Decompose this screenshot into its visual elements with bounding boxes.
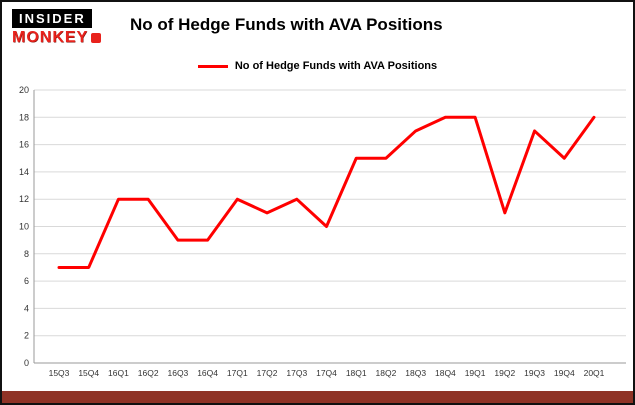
y-tick-label: 14	[19, 167, 29, 177]
x-tick-label: 17Q4	[316, 368, 337, 378]
y-tick-label: 6	[24, 276, 29, 286]
footer-bar	[2, 391, 633, 403]
chart-title: No of Hedge Funds with AVA Positions	[130, 15, 443, 34]
x-tick-label: 17Q1	[227, 368, 248, 378]
y-tick-label: 0	[24, 358, 29, 368]
x-tick-label: 19Q3	[524, 368, 545, 378]
x-tick-label: 18Q4	[435, 368, 456, 378]
y-tick-label: 18	[19, 112, 29, 122]
y-tick-label: 16	[19, 140, 29, 150]
x-tick-label: 16Q4	[197, 368, 218, 378]
insider-monkey-logo: INSIDER MONKEY	[12, 9, 112, 46]
x-tick-label: 17Q2	[257, 368, 278, 378]
x-tick-label: 16Q3	[167, 368, 188, 378]
y-tick-label: 4	[24, 303, 29, 313]
x-tick-label: 15Q3	[49, 368, 70, 378]
logo-text-insider: INSIDER	[12, 9, 92, 28]
y-tick-label: 2	[24, 331, 29, 341]
x-tick-label: 19Q1	[465, 368, 486, 378]
x-tick-label: 18Q2	[376, 368, 397, 378]
line-chart: 0 2 4 6 8 10 12 14 16 18 20 15Q3 15Q4 16Q1 16Q2 16Q3 16Q…	[19, 85, 626, 378]
logo-bottom-row: MONKEY	[12, 29, 102, 46]
x-tick-label: 16Q1	[108, 368, 129, 378]
x-tick-label: 18Q1	[346, 368, 367, 378]
y-tick-label: 8	[24, 249, 29, 259]
header: INSIDER MONKEY No of Hedge Funds with AV…	[12, 9, 443, 46]
series-line	[57, 115, 596, 269]
legend: No of Hedge Funds with AVA Positions	[2, 60, 633, 72]
y-tick-label: 20	[19, 85, 29, 95]
x-tick-label: 17Q3	[286, 368, 307, 378]
x-tick-label: 20Q1	[584, 368, 605, 378]
legend-label: No of Hedge Funds with AVA Positions	[234, 60, 438, 72]
monkey-icon	[91, 32, 102, 43]
x-tick-label: 19Q2	[494, 368, 515, 378]
x-tick-label: 16Q2	[138, 368, 159, 378]
logo-text-monkey: MONKEY	[12, 29, 89, 46]
y-tick-label: 12	[19, 194, 29, 204]
x-tick-label: 18Q3	[405, 368, 426, 378]
x-tick-label: 15Q4	[78, 368, 99, 378]
y-tick-label: 10	[19, 222, 29, 232]
x-tick-label: 19Q4	[554, 368, 575, 378]
legend-line-swatch	[197, 64, 228, 68]
